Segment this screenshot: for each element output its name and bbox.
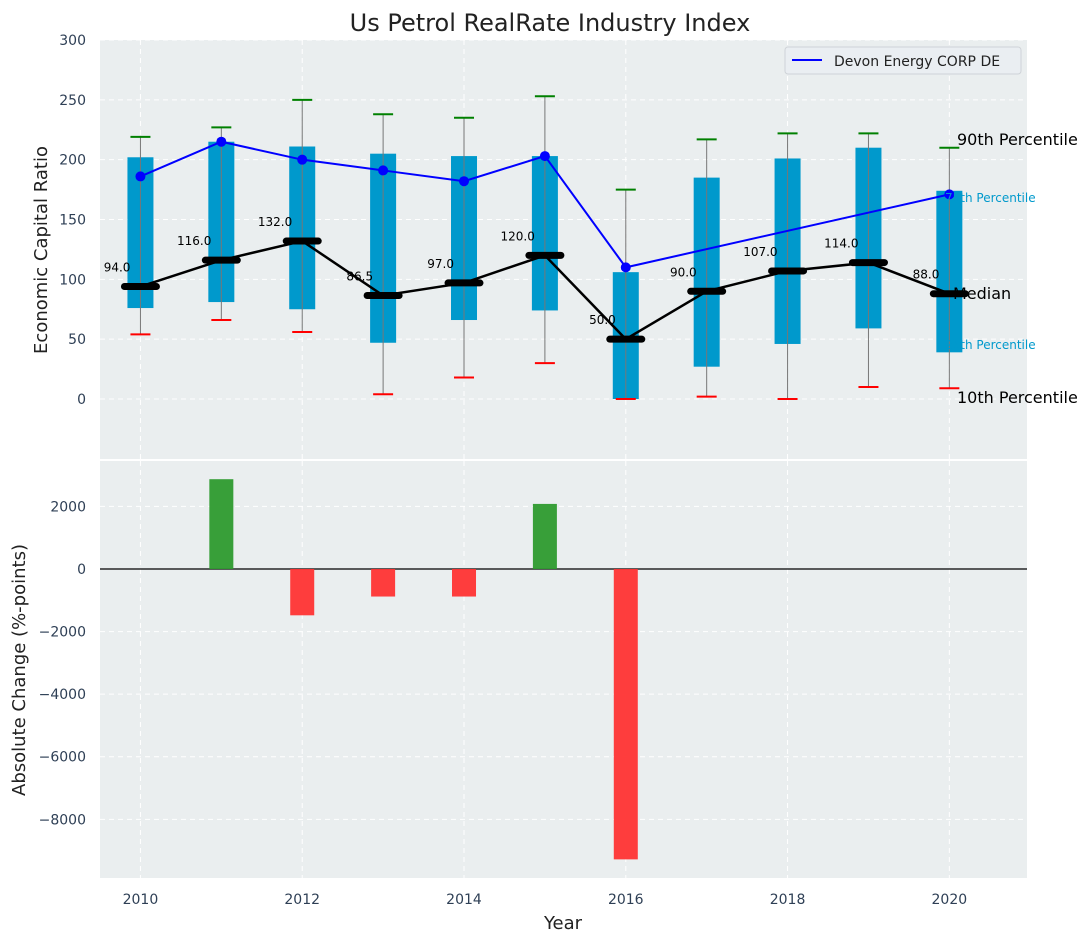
- top-plot: 0 50 100 150 200 250 300 94.0 116.0 132.0 86.5 97.0…: [59, 33, 1027, 459]
- y-tick-label: 200: [59, 153, 86, 169]
- x-tick-label: 2018: [770, 892, 806, 908]
- median-label: 120.0: [501, 229, 535, 243]
- median-label: 86.5: [346, 269, 373, 283]
- change-bar: [532, 503, 557, 569]
- y-tick-label: −8000: [39, 812, 86, 828]
- y-tick-label: −2000: [39, 625, 86, 641]
- change-bar: [209, 479, 234, 569]
- x-tick-label: 2012: [284, 892, 320, 908]
- x-tick-label: 2016: [608, 892, 644, 908]
- chart-title: Us Petrol RealRate Industry Index: [350, 9, 751, 37]
- median-label: 94.0: [104, 261, 131, 275]
- company-line: [140, 140, 950, 269]
- y-tick-label: 0: [77, 392, 86, 408]
- x-tick-label: 2010: [123, 892, 159, 908]
- company-point: [297, 154, 308, 165]
- median-label: 97.0: [427, 257, 454, 271]
- company-point: [944, 189, 955, 200]
- bottom-panel: [100, 461, 1027, 878]
- bottom-y-axis-label: Absolute Change (%-points): [9, 544, 30, 796]
- y-tick-label: 50: [68, 332, 86, 348]
- change-bar: [290, 569, 315, 616]
- median-label: 132.0: [258, 215, 292, 229]
- y-tick-label: 150: [59, 213, 86, 229]
- y-tick-label: 250: [59, 93, 86, 109]
- x-tick-label: 2020: [932, 892, 968, 908]
- median-label: 114.0: [824, 237, 858, 251]
- y-tick-label: 2000: [50, 499, 86, 515]
- change-bar: [452, 569, 477, 597]
- x-axis-label: Year: [543, 913, 583, 934]
- change-bar: [371, 569, 396, 597]
- y-tick-label: 300: [59, 33, 86, 49]
- company-point: [135, 171, 146, 182]
- top-y-axis-label: Economic Capital Ratio: [31, 146, 52, 354]
- median-label: 90.0: [670, 265, 697, 279]
- company-point: [216, 136, 227, 147]
- median-label: 107.0: [743, 245, 777, 259]
- annotation-25th: 25th Percentile: [945, 338, 1036, 352]
- median-label: 88.0: [913, 268, 940, 282]
- annotation-75th: 75th Percentile: [945, 191, 1036, 205]
- legend: Devon Energy CORP DE: [784, 46, 1022, 75]
- y-tick-label: 100: [59, 272, 86, 288]
- company-point: [539, 151, 550, 162]
- median-label: 116.0: [177, 234, 211, 248]
- annotation-90th: 90th Percentile: [957, 130, 1078, 149]
- legend-box: [784, 46, 1022, 75]
- company-point: [378, 165, 389, 176]
- company-point: [459, 176, 470, 187]
- y-tick-label: −6000: [39, 750, 86, 766]
- median-label: 50.0: [589, 313, 616, 327]
- x-tick-label: 2014: [446, 892, 482, 908]
- annotation-median: Median: [953, 284, 1011, 303]
- y-tick-label: −4000: [39, 687, 86, 703]
- top-panel: [100, 40, 1027, 459]
- annotation-10th: 10th Percentile: [957, 388, 1078, 407]
- change-bar: [613, 569, 638, 860]
- y-tick-label: 0: [77, 562, 86, 578]
- bottom-plot: −8000 −6000 −4000 −2000 0 2000 2010 2012 2014 201…: [39, 461, 1027, 908]
- company-point: [620, 262, 631, 273]
- legend-label: Devon Energy CORP DE: [834, 54, 1000, 70]
